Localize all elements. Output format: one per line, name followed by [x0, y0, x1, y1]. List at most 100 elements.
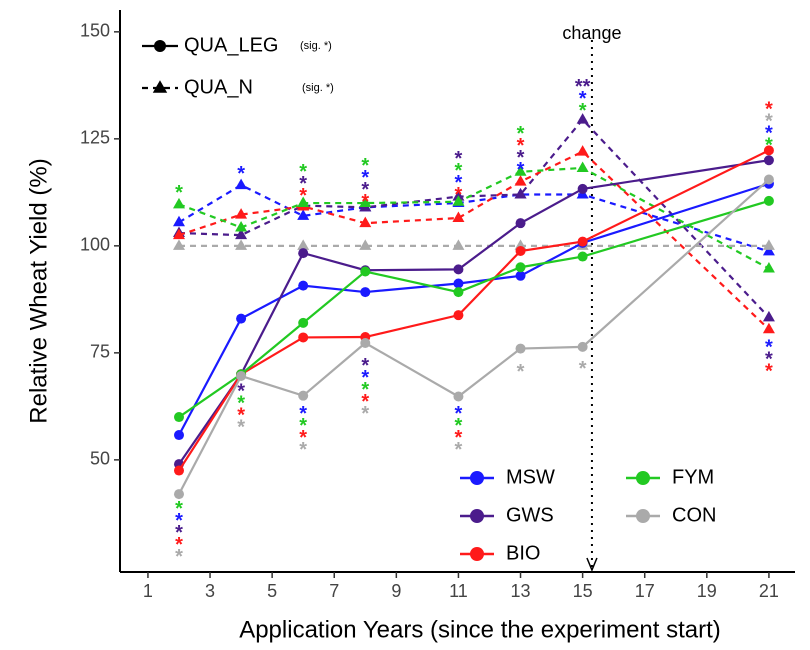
- significance-mark: *: [765, 336, 773, 358]
- significance-mark: *: [361, 355, 369, 377]
- point: [453, 287, 464, 298]
- change-arrow: [586, 557, 598, 572]
- x-tick-label: 7: [329, 581, 339, 601]
- significance-mark: *: [237, 163, 245, 185]
- x-tick-label: 17: [635, 581, 655, 601]
- significance-mark: **: [575, 76, 591, 98]
- x-tick-label: 19: [697, 581, 717, 601]
- dashed-line: [178, 166, 770, 270]
- y-tick-label: 125: [80, 128, 110, 148]
- point: [172, 215, 185, 227]
- legend-marker: [470, 547, 484, 561]
- significance-mark: *: [361, 179, 369, 201]
- x-tick-label: 21: [759, 581, 779, 601]
- point: [514, 165, 527, 176]
- point: [577, 183, 588, 194]
- legend-label: FYM: [672, 466, 714, 488]
- significance-mark: *: [175, 510, 183, 532]
- significance-mark: *: [765, 134, 773, 156]
- point: [236, 370, 247, 381]
- significance-mark: *: [175, 498, 183, 520]
- point: [235, 228, 248, 240]
- significance-mark: *: [175, 522, 183, 544]
- point: [297, 209, 310, 220]
- legend-label: CON: [672, 504, 716, 526]
- line: [178, 149, 770, 472]
- point: [452, 239, 465, 250]
- significance-mark: *: [299, 439, 307, 461]
- line: [178, 199, 770, 418]
- point: [453, 310, 464, 321]
- point: [577, 341, 588, 352]
- point: [172, 197, 185, 209]
- point: [762, 244, 775, 256]
- significance-mark: *: [299, 185, 307, 207]
- point: [763, 145, 774, 156]
- legend-label: QUA_N: [184, 76, 253, 98]
- significance-mark: *: [237, 380, 245, 402]
- point: [172, 228, 185, 240]
- legend-label: BIO: [506, 542, 540, 564]
- point: [514, 187, 527, 199]
- y-tick-label: 150: [80, 21, 110, 41]
- point: [297, 239, 310, 250]
- significance-mark: *: [299, 173, 307, 195]
- point: [360, 266, 371, 277]
- significance-mark: *: [299, 403, 307, 425]
- point: [514, 175, 527, 186]
- significance-mark: *: [361, 391, 369, 413]
- point: [576, 161, 589, 172]
- y-axis-title: Relative Wheat Yield (%): [25, 158, 52, 423]
- point: [453, 391, 464, 402]
- point: [762, 322, 775, 334]
- x-tick-label: 15: [573, 581, 593, 601]
- significance-mark: *: [361, 191, 369, 213]
- point: [763, 174, 774, 185]
- point: [236, 313, 247, 324]
- significance-mark: *: [765, 110, 773, 132]
- significance-mark: *: [299, 427, 307, 449]
- line: [178, 182, 770, 436]
- point: [452, 195, 465, 206]
- significance-mark: *: [175, 182, 183, 204]
- significance-mark: *: [175, 534, 183, 556]
- significance-mark: *: [455, 172, 463, 194]
- line: [178, 178, 770, 495]
- significance-mark: *: [361, 367, 369, 389]
- significance-mark: *: [361, 379, 369, 401]
- significance-mark: *: [517, 135, 525, 157]
- significance-mark: *: [765, 98, 773, 120]
- x-tick-label: 13: [511, 581, 531, 601]
- point: [235, 220, 248, 232]
- x-tick-label: 5: [267, 581, 277, 601]
- significance-mark: *: [455, 439, 463, 461]
- point: [235, 178, 248, 190]
- significance-mark: *: [517, 159, 525, 181]
- point: [298, 280, 309, 291]
- significance-mark: *: [237, 404, 245, 426]
- point: [359, 216, 372, 228]
- legend-label: MSW: [506, 466, 555, 488]
- point: [453, 278, 464, 289]
- significance-mark: *: [579, 358, 587, 380]
- x-tick-label: 11: [449, 581, 468, 601]
- x-axis-title: Application Years (since the experiment …: [239, 616, 721, 643]
- significance-mark: *: [237, 416, 245, 438]
- x-tick-label: 9: [391, 581, 401, 601]
- point: [235, 239, 248, 250]
- point: [763, 155, 774, 166]
- legend-marker: [470, 471, 484, 485]
- legend-marker: [636, 471, 650, 485]
- point: [154, 40, 166, 52]
- point: [235, 208, 248, 219]
- point: [173, 489, 184, 500]
- legend-marker: [470, 509, 484, 523]
- significance-mark: *: [765, 360, 773, 382]
- significance-mark: *: [361, 167, 369, 189]
- significance-mark: *: [299, 161, 307, 183]
- legend-label: GWS: [506, 504, 554, 526]
- significance-mark: *: [579, 88, 587, 110]
- point: [762, 310, 775, 322]
- change-label: change: [562, 23, 621, 43]
- line: [178, 159, 770, 465]
